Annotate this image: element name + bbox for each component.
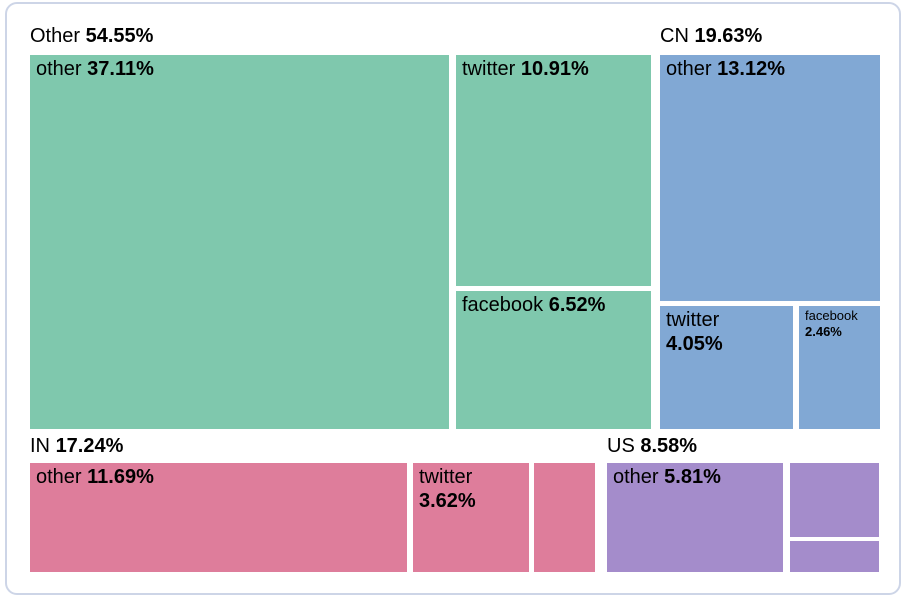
cell-label-name: twitter: [666, 309, 720, 331]
cell-label-value: 3.62%: [419, 490, 476, 512]
treemap-cell-in-other[interactable]: other 11.69%: [30, 463, 407, 572]
cell-label: facebook 6.52%: [462, 294, 606, 316]
cell-label-name: twitter: [419, 466, 473, 488]
cell-label-name: facebook: [805, 308, 858, 323]
cell-label: other 37.11%: [36, 58, 154, 80]
treemap-cell-cn-twitter[interactable]: twitter 4.05%: [660, 306, 793, 429]
cell-label: twitter 10.91%: [462, 58, 589, 80]
treemap-cell-us-other[interactable]: other 5.81%: [607, 463, 783, 572]
treemap-cell-us-unlabeled-1[interactable]: [790, 463, 879, 537]
group-label-other: Other 54.55%: [30, 25, 154, 47]
treemap-cell-in-twitter[interactable]: twitter 3.62%: [413, 463, 529, 572]
group-label-cn: CN 19.63%: [660, 25, 763, 47]
group-label-in: IN 17.24%: [30, 435, 124, 457]
cell-label-value: 4.05%: [666, 333, 723, 355]
cell-label: other 11.69%: [36, 466, 154, 488]
cell-label-value: 2.46%: [805, 323, 842, 339]
treemap-cell-cn-facebook[interactable]: facebook 2.46%: [799, 306, 880, 429]
treemap-cell-other-facebook[interactable]: facebook 6.52%: [456, 291, 651, 429]
cell-label: other 5.81%: [613, 466, 721, 488]
group-label-us: US 8.58%: [607, 435, 698, 457]
treemap-cell-cn-other[interactable]: other 13.12%: [660, 55, 880, 301]
treemap-cell-other-twitter[interactable]: twitter 10.91%: [456, 55, 651, 286]
treemap-cell-us-unlabeled-2[interactable]: [790, 541, 879, 572]
treemap-cell-other-other[interactable]: other 37.11%: [30, 55, 449, 429]
cell-label: other 13.12%: [666, 58, 785, 80]
treemap-cell-in-unlabeled-2[interactable]: [534, 463, 595, 572]
